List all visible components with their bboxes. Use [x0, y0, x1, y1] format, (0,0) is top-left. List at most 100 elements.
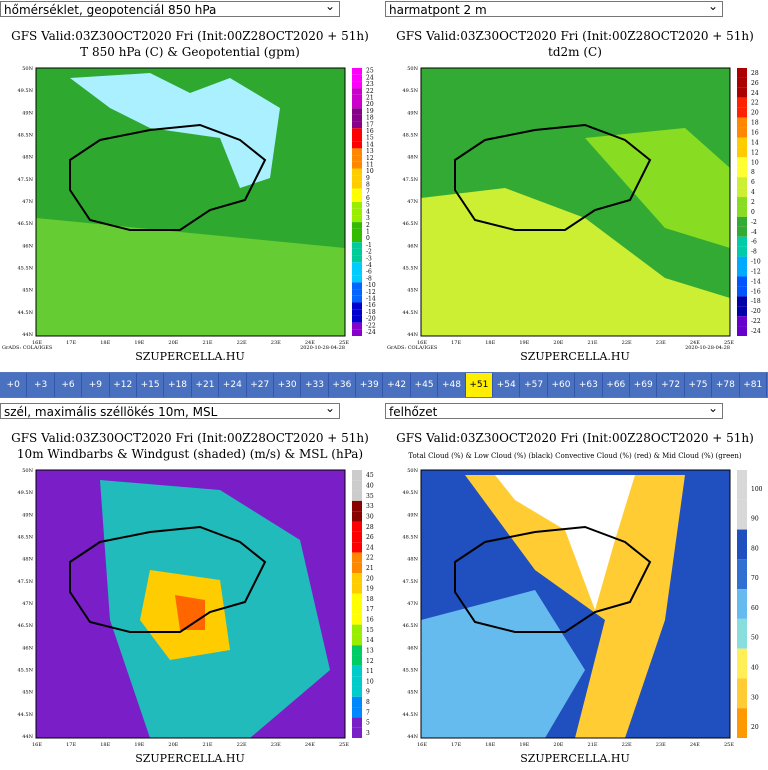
timestep-button[interactable]: +24: [219, 373, 247, 397]
timestep-button[interactable]: +42: [383, 373, 411, 397]
timestep-button[interactable]: +54: [493, 373, 521, 397]
timestep-button[interactable]: +21: [191, 373, 220, 397]
timestep-button[interactable]: +75: [684, 373, 713, 397]
lat-label: 48.5N: [402, 133, 418, 139]
dropdown[interactable]: harmatpont 2 m: [385, 0, 723, 17]
timestep-button[interactable]: +69: [629, 373, 658, 397]
colorbar-label: 6: [366, 195, 370, 202]
colorbar-swatch: [352, 604, 362, 615]
colorbar-label: 15: [366, 135, 374, 142]
colorbar-swatch: [352, 141, 362, 149]
colorbar-label: 24: [751, 90, 759, 97]
colorbar-swatch: [737, 206, 747, 217]
timestep-button[interactable]: +18: [164, 373, 192, 397]
colorbar-swatch: [352, 309, 362, 316]
map-frame: [35, 67, 346, 337]
colorbar-label: -6: [751, 239, 757, 246]
colorbar-label: 30: [751, 694, 759, 701]
colorbar-label: 7: [366, 709, 370, 716]
colorbar-label: 3: [366, 215, 370, 222]
timestep-button[interactable]: +6: [54, 373, 83, 397]
colorbar-swatch: [352, 128, 362, 135]
timestep-button[interactable]: +51: [465, 373, 494, 397]
colorbar-label: 18: [366, 596, 374, 603]
timestep-button[interactable]: +66: [602, 373, 630, 397]
colorbar-swatch: [737, 197, 747, 207]
footer: SZUPERCELLA.HU: [135, 752, 245, 765]
timestep-button[interactable]: +33: [301, 373, 329, 397]
colorbar-label: 12: [366, 658, 374, 665]
timestep-button[interactable]: +0: [0, 373, 28, 397]
timestep-button[interactable]: +12: [109, 373, 137, 397]
colorbar-swatch: [352, 101, 362, 109]
colorbar-label: 2: [751, 199, 755, 206]
lon-label: 16E: [32, 340, 42, 346]
lat-label: 45N: [22, 690, 33, 696]
lon-label: 19E: [134, 742, 144, 748]
colorbar-label: 80: [751, 545, 759, 552]
lon-label: 22E: [237, 742, 247, 748]
timestep-button[interactable]: +78: [712, 373, 740, 397]
colorbar-label: 100: [751, 486, 763, 493]
colorbar-label: 12: [366, 155, 374, 162]
timestep-button[interactable]: +81: [739, 373, 767, 397]
timestep-button[interactable]: +27: [246, 373, 274, 397]
colorbar-label: 33: [366, 503, 374, 510]
lon-label: 22E: [237, 340, 247, 346]
lon-label: 23E: [656, 340, 666, 346]
dropdown[interactable]: hőmérséklet, geopotenciál 850 hPa: [0, 0, 340, 17]
lon-label: 17E: [451, 742, 461, 748]
colorbar-label: -18: [751, 298, 761, 305]
lon-label: 18E: [485, 340, 495, 346]
colorbar-label: 7: [366, 188, 370, 195]
colorbar-swatch: [352, 188, 362, 196]
map-field: [421, 590, 585, 738]
map-frame: [420, 469, 731, 739]
lat-label: 48N: [22, 557, 33, 563]
colorbar-swatch: [737, 177, 747, 188]
lat-label: 46.5N: [17, 623, 33, 629]
timestep-button[interactable]: +45: [410, 373, 439, 397]
timestep-button[interactable]: +15: [136, 373, 165, 397]
colorbar-swatch: [737, 137, 747, 148]
colorbar-label: 20: [366, 101, 374, 108]
lon-label: 21E: [588, 340, 598, 346]
colorbar-swatch: [352, 302, 362, 310]
colorbar-label: 21: [366, 565, 374, 572]
map-field: [36, 218, 345, 336]
lat-label: 44N: [407, 734, 418, 740]
lon-label: 16E: [417, 742, 427, 748]
timestep-button[interactable]: +3: [27, 373, 55, 397]
map-field: [465, 475, 685, 738]
lat-label: 47.5N: [402, 177, 418, 183]
timestep-button[interactable]: +63: [575, 373, 603, 397]
timestep-button[interactable]: +48: [438, 373, 466, 397]
timestep-button[interactable]: +72: [657, 373, 685, 397]
timestep-button[interactable]: +36: [328, 373, 357, 397]
colorbar-label: 25: [366, 68, 374, 75]
lon-label: 16E: [32, 742, 42, 748]
colorbar-swatch: [737, 226, 747, 237]
lat-label: 48.5N: [17, 535, 33, 541]
colorbar-swatch: [352, 94, 362, 102]
lon-label: 24E: [690, 340, 700, 346]
lon-label: 18E: [485, 742, 495, 748]
dropdown[interactable]: felhőzet: [385, 400, 723, 419]
timestep-button[interactable]: +57: [520, 373, 548, 397]
colorbar-swatch: [737, 316, 747, 327]
lon-label: 23E: [656, 742, 666, 748]
timestep-button[interactable]: +39: [356, 373, 384, 397]
timestep-button[interactable]: +30: [273, 373, 302, 397]
colorbar-swatch: [352, 195, 362, 202]
colorbar-swatch: [737, 286, 747, 297]
lat-label: 49.5N: [17, 490, 33, 496]
colorbar-label: 11: [366, 161, 374, 168]
lat-label: 44.5N: [17, 712, 33, 718]
dropdown[interactable]: szél, maximális széllökés 10m, MSL: [0, 400, 340, 419]
lon-label: 17E: [451, 340, 461, 346]
timestep-button[interactable]: +60: [547, 373, 576, 397]
lat-label: 47N: [407, 199, 418, 205]
colorbar-label: 50: [751, 635, 759, 642]
colorbar-swatch: [352, 593, 362, 604]
timestep-button[interactable]: +9: [82, 373, 110, 397]
